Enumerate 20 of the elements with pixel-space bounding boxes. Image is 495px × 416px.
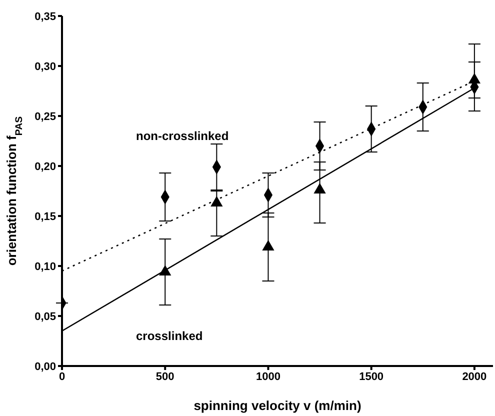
y-tick-label: 0,25 [34, 110, 56, 123]
x-tick-label: 2000 [462, 370, 487, 383]
x-tick-label: 0 [58, 370, 66, 383]
y-tick-label: 0,10 [34, 260, 56, 273]
annotation: non-crosslinked [136, 129, 229, 143]
y-tick-label: 0,05 [34, 310, 56, 323]
point [210, 196, 223, 207]
point [262, 240, 274, 251]
x-tick-label: 500 [156, 370, 174, 383]
point [159, 264, 172, 276]
x-tick-label: 1000 [256, 370, 280, 383]
y-tick-label: 0,20 [34, 160, 56, 173]
y-tick-label: 0,00 [34, 360, 56, 373]
y-tick-label: 0,35 [34, 10, 56, 23]
point [314, 182, 326, 194]
y-tick-label: 0,15 [34, 210, 56, 223]
annotation: crosslinked [136, 329, 203, 343]
y-tick-label: 0,30 [34, 60, 56, 73]
x-axis-title: spinning velocity v (m/min) [194, 398, 362, 413]
x-tick-label: 1500 [359, 370, 384, 383]
